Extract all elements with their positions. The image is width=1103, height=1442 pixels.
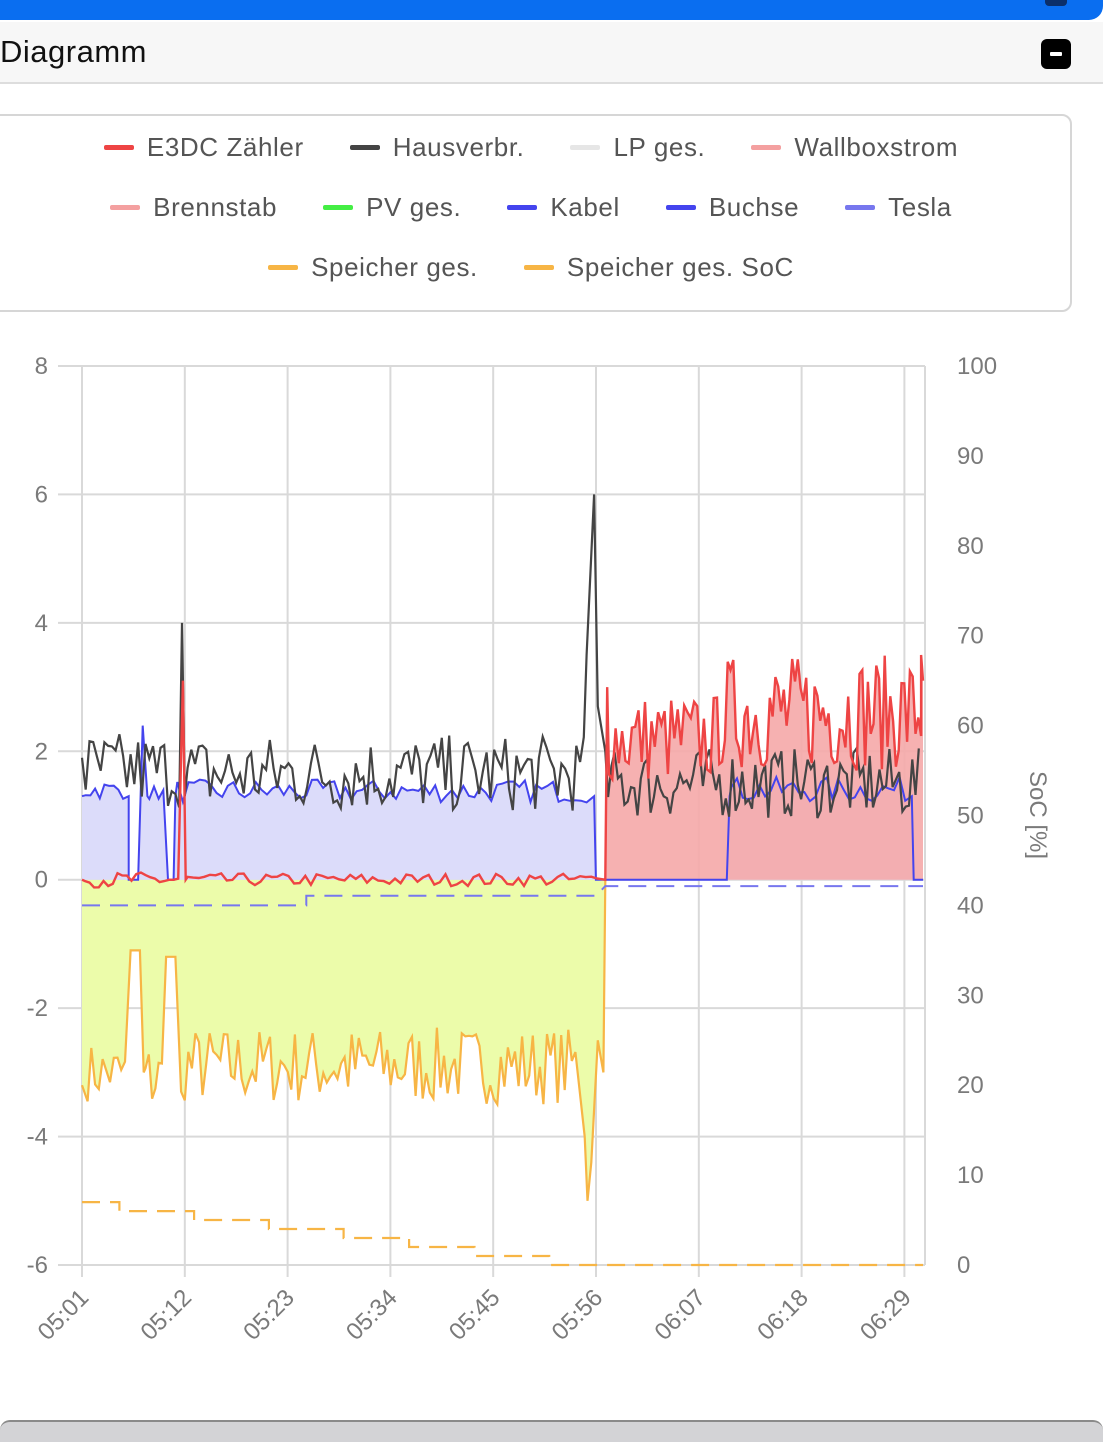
e3dc-line	[81, 654, 925, 889]
x-tick-label: 05:12	[135, 1284, 197, 1346]
legend-label: Wallboxstrom	[794, 132, 959, 162]
panel-header: Diagramm	[0, 22, 1103, 84]
legend-item[interactable]: Hausverbr.	[349, 132, 525, 163]
legend-label: Speicher ges. SoC	[566, 252, 794, 282]
y-right-tick-label: 90	[957, 443, 984, 470]
legend-label: PV ges.	[366, 192, 462, 222]
y-right-axis-title: SoC [%]	[1024, 771, 1051, 859]
speicher-soc-line	[82, 1201, 923, 1267]
x-tick-label: 05:45	[444, 1284, 506, 1346]
legend-item[interactable]: Brennstab	[110, 192, 277, 223]
hausverbr-line	[80, 494, 920, 819]
legend-label: Buchse	[708, 192, 800, 222]
y-right-tick-label: 80	[957, 533, 984, 560]
collapse-button[interactable]	[1041, 39, 1071, 69]
y-right-tick-label: 40	[957, 892, 984, 919]
legend-item[interactable]: Tesla	[845, 192, 952, 223]
tesla-line	[82, 885, 923, 907]
y-right-tick-label: 20	[957, 1072, 984, 1099]
legend-swatch	[665, 205, 696, 210]
x-tick-label: 05:23	[238, 1284, 300, 1346]
y-right-tick-label: 60	[957, 713, 984, 740]
legend-item[interactable]: Kabel	[507, 192, 620, 223]
y-left-tick-label: 0	[35, 867, 48, 894]
legend-item[interactable]: Speicher ges.	[268, 252, 478, 283]
chart-legend: E3DC Zähler Hausverbr. LP ges. Wallboxstrom…	[0, 114, 1072, 312]
x-tick-label: 05:01	[33, 1284, 95, 1346]
legend-label: LP ges.	[613, 132, 706, 162]
panel-title: Diagramm	[0, 34, 147, 69]
legend-row-3: Speicher ges. Speicher ges. SoC	[0, 252, 1070, 283]
legend-swatch	[751, 145, 782, 150]
legend-swatch	[323, 205, 354, 210]
y-right-tick-label: 0	[957, 1252, 970, 1279]
chart-area: 8 6 4 2 0 -2 -4 -6 05:01 05:12 05:23 05:34 05:45 05:5…	[0, 320, 1103, 1415]
legend-item[interactable]: Wallboxstrom	[751, 132, 958, 163]
legend-swatch	[103, 145, 134, 150]
y-right-tick-label: 70	[957, 623, 984, 650]
legend-item[interactable]: Buchse	[665, 192, 800, 223]
x-tick-label: 05:56	[547, 1284, 609, 1346]
x-tick-label: 06:07	[649, 1284, 711, 1346]
kabel-area	[82, 725, 923, 880]
x-tick-label: 05:34	[341, 1284, 403, 1346]
next-panel-edge	[0, 1420, 1103, 1442]
x-tick-label: 06:29	[855, 1284, 917, 1346]
legend-swatch	[349, 145, 380, 150]
legend-label: Hausverbr.	[392, 132, 525, 162]
legend-label: E3DC Zähler	[146, 132, 304, 162]
y-right-tick-label: 10	[957, 1162, 984, 1189]
legend-label: Tesla	[888, 192, 952, 222]
legend-item[interactable]: E3DC Zähler	[103, 132, 304, 163]
legend-swatch	[268, 265, 299, 270]
y-left-tick-label: -4	[27, 1124, 48, 1151]
legend-item[interactable]: LP ges.	[570, 132, 705, 163]
legend-row-2: Brennstab PV ges. Kabel Buchse Tesla	[0, 192, 1070, 223]
top-bar-control[interactable]	[1045, 0, 1067, 6]
legend-label: Kabel	[550, 192, 620, 222]
pv-area	[82, 879, 606, 1201]
legend-swatch	[570, 145, 601, 150]
y-left-tick-label: -2	[27, 995, 48, 1022]
y-left-tick-label: 6	[35, 481, 48, 508]
y-right-tick-label: 50	[957, 803, 984, 830]
y-right-tick-label: 100	[957, 353, 997, 380]
legend-label: Speicher ges.	[311, 252, 478, 282]
y-left-tick-label: 8	[35, 353, 48, 380]
y-left-tick-label: -6	[27, 1252, 48, 1279]
legend-swatch	[110, 205, 141, 210]
legend-swatch	[523, 265, 554, 270]
legend-row-1: E3DC Zähler Hausverbr. LP ges. Wallboxstrom	[0, 132, 1070, 163]
app-top-bar	[0, 0, 1103, 20]
legend-item[interactable]: PV ges.	[323, 192, 461, 223]
legend-swatch	[845, 205, 876, 210]
x-tick-label: 06:18	[752, 1284, 814, 1346]
y-right-tick-label: 30	[957, 982, 984, 1009]
legend-label: Brennstab	[153, 192, 278, 222]
legend-swatch	[507, 205, 538, 210]
y-left-tick-label: 2	[35, 738, 48, 765]
legend-item[interactable]: Speicher ges. SoC	[523, 252, 794, 283]
y-left-tick-label: 4	[35, 610, 48, 637]
speicher-line	[80, 879, 607, 1201]
